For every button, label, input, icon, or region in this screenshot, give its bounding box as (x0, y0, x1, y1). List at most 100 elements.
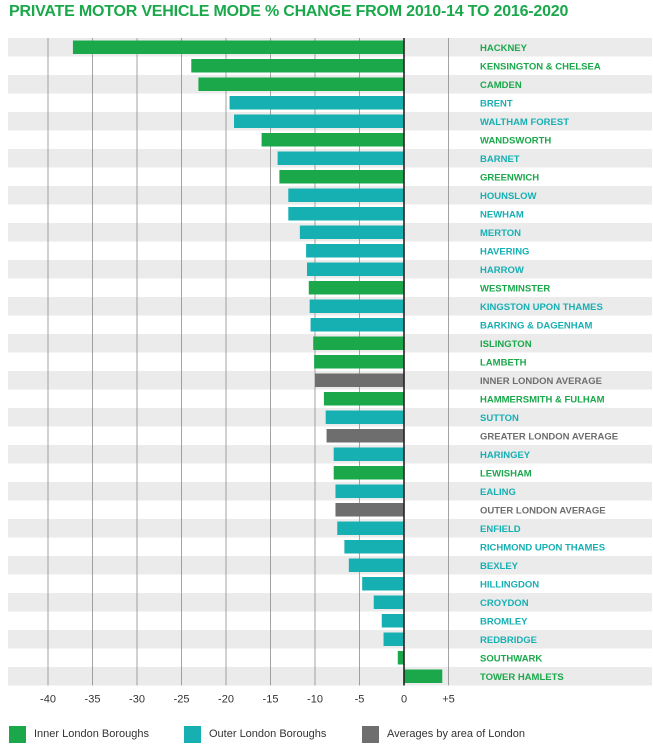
category-label: HAMMERSMITH & FULHAM (480, 394, 605, 405)
bar (198, 77, 404, 91)
category-label: WALTHAM FOREST (480, 117, 569, 128)
bar (277, 151, 404, 165)
legend-label-inner: Inner London Boroughs (34, 728, 149, 740)
x-tick-label: -30 (129, 694, 145, 706)
bar (313, 336, 404, 350)
legend-swatch-outer (184, 725, 201, 743)
category-label: SOUTHWARK (480, 653, 542, 664)
category-label: BEXLEY (480, 561, 519, 572)
category-label: HAVERING (480, 246, 529, 257)
legend-item-inner: Inner London Boroughs (9, 723, 149, 745)
bar (337, 521, 404, 535)
category-label: BRENT (480, 98, 513, 109)
category-label: CAMDEN (480, 80, 522, 91)
x-tick-label: +5 (442, 694, 455, 706)
category-label: GREATER LONDON AVERAGE (480, 431, 618, 442)
row-band (8, 630, 652, 649)
category-label: WESTMINSTER (480, 283, 550, 294)
category-label: LEWISHAM (480, 468, 532, 479)
bar (333, 466, 404, 480)
category-label: TOWER HAMLETS (480, 672, 564, 683)
category-label: INNER LONDON AVERAGE (480, 376, 602, 387)
legend-label-outer: Outer London Boroughs (209, 728, 327, 740)
x-tick-label: -40 (40, 694, 56, 706)
category-label: NEWHAM (480, 209, 524, 220)
category-label: HILLINGDON (480, 579, 539, 590)
row-band (8, 537, 652, 556)
category-label: MERTON (480, 228, 521, 239)
bar (333, 447, 404, 461)
bar (381, 614, 404, 628)
category-label: RICHMOND UPON THAMES (480, 542, 605, 553)
bar (306, 244, 404, 258)
bar (229, 96, 404, 110)
category-label: EALING (480, 487, 516, 498)
bar (383, 632, 404, 646)
row-band (8, 667, 652, 686)
category-label: HARROW (480, 265, 524, 276)
category-label: BROMLEY (480, 616, 528, 627)
x-tick-label: -20 (218, 694, 234, 706)
x-tick-label: 0 (401, 694, 407, 706)
category-label: BARNET (480, 154, 520, 165)
category-label: HARINGEY (480, 450, 531, 461)
x-tick-label: -25 (174, 694, 190, 706)
bar (309, 299, 404, 313)
legend-item-outer: Outer London Boroughs (184, 723, 326, 745)
bar (299, 225, 404, 239)
x-tick-label: -15 (263, 694, 279, 706)
row-band (8, 593, 652, 612)
bar (288, 188, 404, 202)
category-label: HOUNSLOW (480, 191, 537, 202)
bar (344, 540, 404, 554)
bar (335, 503, 404, 517)
legend: Inner London Boroughs Outer London Borou… (0, 723, 653, 745)
bar (325, 410, 404, 424)
x-tick-label: -5 (355, 694, 365, 706)
bar (261, 133, 404, 147)
category-label: CROYDON (480, 598, 529, 609)
bar (404, 669, 443, 683)
row-band (8, 500, 652, 519)
x-tick-label: -10 (307, 694, 323, 706)
bar (314, 355, 404, 369)
category-label: SUTTON (480, 413, 519, 424)
category-label: KENSINGTON & CHELSEA (480, 61, 601, 72)
category-label: ISLINGTON (480, 339, 532, 350)
category-label: BARKING & DAGENHAM (480, 320, 593, 331)
bar-chart: HACKNEY KENSINGTON & CHELSEA CAMDEN BRENT WA… (8, 38, 652, 706)
bar (72, 40, 405, 54)
bar (348, 558, 404, 572)
bar (315, 373, 404, 387)
category-label: LAMBETH (480, 357, 527, 368)
category-label: ENFIELD (480, 524, 521, 535)
row-band (8, 611, 652, 630)
row-band (8, 556, 652, 575)
bar (288, 207, 404, 221)
legend-swatch-average (362, 725, 379, 743)
row-band (8, 445, 652, 464)
bar (323, 392, 404, 406)
row-band (8, 482, 652, 501)
row-band (8, 574, 652, 593)
bar (234, 114, 404, 128)
bar (335, 484, 404, 498)
bar (310, 318, 404, 332)
x-tick-label: -35 (85, 694, 101, 706)
bar (306, 262, 404, 276)
bar (397, 651, 404, 665)
category-label: KINGSTON UPON THAMES (480, 302, 603, 313)
bar (279, 170, 404, 184)
bar (373, 595, 404, 609)
chart-title: PRIVATE MOTOR VEHICLE MODE % CHANGE FROM… (9, 3, 569, 20)
category-label: GREENWICH (480, 172, 539, 183)
row-band (8, 519, 652, 538)
category-label: OUTER LONDON AVERAGE (480, 505, 606, 516)
category-label: REDBRIDGE (480, 635, 537, 646)
legend-item-average: Averages by area of London (362, 723, 525, 745)
row-band (8, 648, 652, 667)
legend-label-average: Averages by area of London (387, 728, 526, 740)
bar (326, 429, 404, 443)
bar (362, 577, 404, 591)
bar (191, 59, 404, 73)
